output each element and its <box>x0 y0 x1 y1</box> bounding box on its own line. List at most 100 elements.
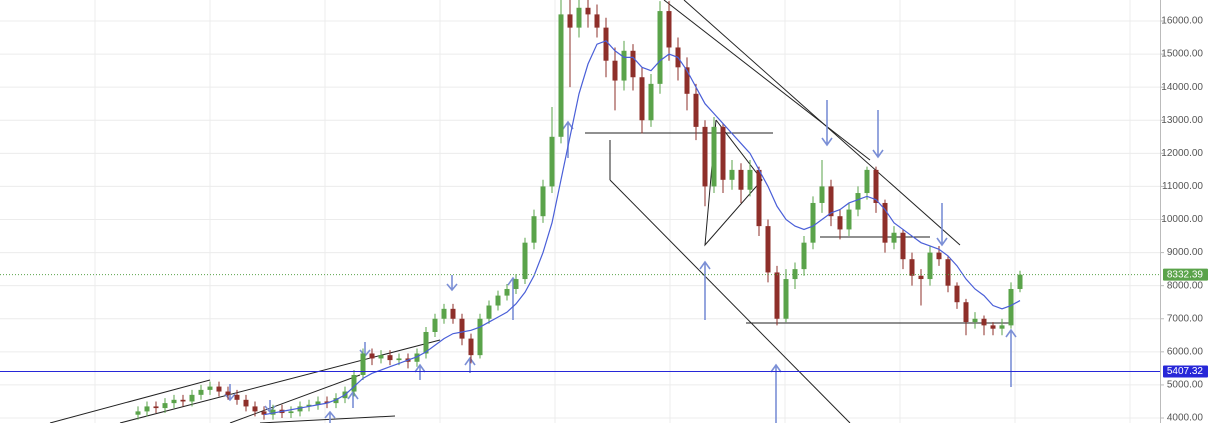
arrow <box>414 363 426 380</box>
candle-body <box>153 406 159 409</box>
price-tag-label: 5407.32 <box>1167 366 1204 377</box>
candle-body <box>900 232 906 260</box>
trendline <box>663 0 871 161</box>
arrow <box>347 390 359 408</box>
triangle <box>704 119 763 247</box>
candle-body <box>531 216 537 243</box>
candle-body <box>873 169 879 203</box>
candle-body <box>549 136 555 187</box>
y-tick-label: 13000.00 <box>1161 115 1203 126</box>
y-tick-label: 14000.00 <box>1161 82 1203 93</box>
candle-body <box>1008 288 1014 326</box>
trendline <box>609 179 851 423</box>
y-tick-label: 6000.00 <box>1167 346 1204 357</box>
trendline <box>259 415 396 423</box>
candle-body <box>396 358 402 361</box>
arrow <box>770 363 782 423</box>
arrow <box>464 356 476 373</box>
candle-body <box>495 295 501 306</box>
candle-body <box>918 275 924 280</box>
candle-body <box>558 14 564 137</box>
arrow <box>1005 328 1017 387</box>
candle-body <box>927 252 933 280</box>
candle-body <box>252 406 258 412</box>
candle-body <box>243 399 249 407</box>
candle-body <box>171 399 177 404</box>
candle-body <box>684 67 690 94</box>
candle-body <box>477 318 483 356</box>
candle-body <box>378 355 384 359</box>
candle-body <box>621 50 627 81</box>
price-tag <box>1163 268 1208 281</box>
candle-body <box>783 279 789 319</box>
candle-body <box>144 406 150 412</box>
candle-body <box>612 60 618 81</box>
candle-body <box>567 14 573 28</box>
candle-body <box>360 353 366 375</box>
candle-body <box>747 169 753 190</box>
candle-body <box>603 27 609 61</box>
candle-body <box>765 226 771 273</box>
arrow <box>562 120 574 158</box>
candle-body <box>288 411 294 414</box>
y-tick-label: 10000.00 <box>1161 214 1203 225</box>
candle-body <box>459 318 465 339</box>
candle-body <box>486 305 492 319</box>
candle-body <box>855 193 861 210</box>
trendline <box>119 339 441 423</box>
candle-body <box>513 279 519 289</box>
arrow <box>699 260 711 320</box>
candle-body <box>522 242 528 280</box>
candle-body <box>315 401 321 405</box>
price-tag <box>1163 365 1208 378</box>
candle-body <box>819 186 825 203</box>
candle-body <box>423 331 429 354</box>
arrow <box>936 203 948 247</box>
arrow <box>821 100 833 147</box>
candle-body <box>774 272 780 319</box>
candle-body <box>639 77 645 121</box>
arrow <box>872 110 884 159</box>
candle-body <box>432 318 438 332</box>
candle-body <box>162 403 168 409</box>
y-tick-label: 11000.00 <box>1162 181 1203 192</box>
candle-body <box>891 232 897 243</box>
candle-body <box>945 259 951 286</box>
candle-body <box>207 386 213 390</box>
candles <box>0 0 1160 420</box>
price-axis-labels: 4000.00 5000.00 6000.00 7000.00 8000.00 9000.… <box>1160 16 1208 423</box>
candle-body <box>540 186 546 217</box>
candle-body <box>990 325 996 329</box>
candle-body <box>837 216 843 230</box>
arrow <box>446 275 458 292</box>
price-tag-label: 8332.39 <box>1167 269 1204 280</box>
y-tick-label: 16000.00 <box>1161 16 1203 27</box>
candle-body <box>387 355 393 361</box>
candle-body <box>729 169 735 180</box>
candle-body <box>720 126 726 180</box>
trendline <box>49 379 211 423</box>
candle-body <box>828 186 834 217</box>
candle-body <box>270 409 276 415</box>
candle-body <box>180 399 186 402</box>
candle-body <box>909 259 915 276</box>
candle-body <box>135 411 141 415</box>
annotations <box>49 0 1017 423</box>
candle-body <box>234 394 240 400</box>
candle-body <box>981 318 987 326</box>
price-axis <box>1160 0 1210 423</box>
candle-body <box>756 169 762 227</box>
candle-body <box>702 126 708 187</box>
candle-body <box>198 389 204 395</box>
candle-body <box>306 404 312 407</box>
candle-body <box>441 308 447 319</box>
candle-body <box>333 398 339 404</box>
candle-body <box>954 285 960 303</box>
y-tick-label: 12000.00 <box>1161 148 1203 159</box>
trendline <box>229 374 361 423</box>
candle-body <box>693 93 699 127</box>
y-tick-label: 8000.00 <box>1167 280 1204 291</box>
candle-body <box>846 209 852 230</box>
candle-body <box>738 169 744 190</box>
